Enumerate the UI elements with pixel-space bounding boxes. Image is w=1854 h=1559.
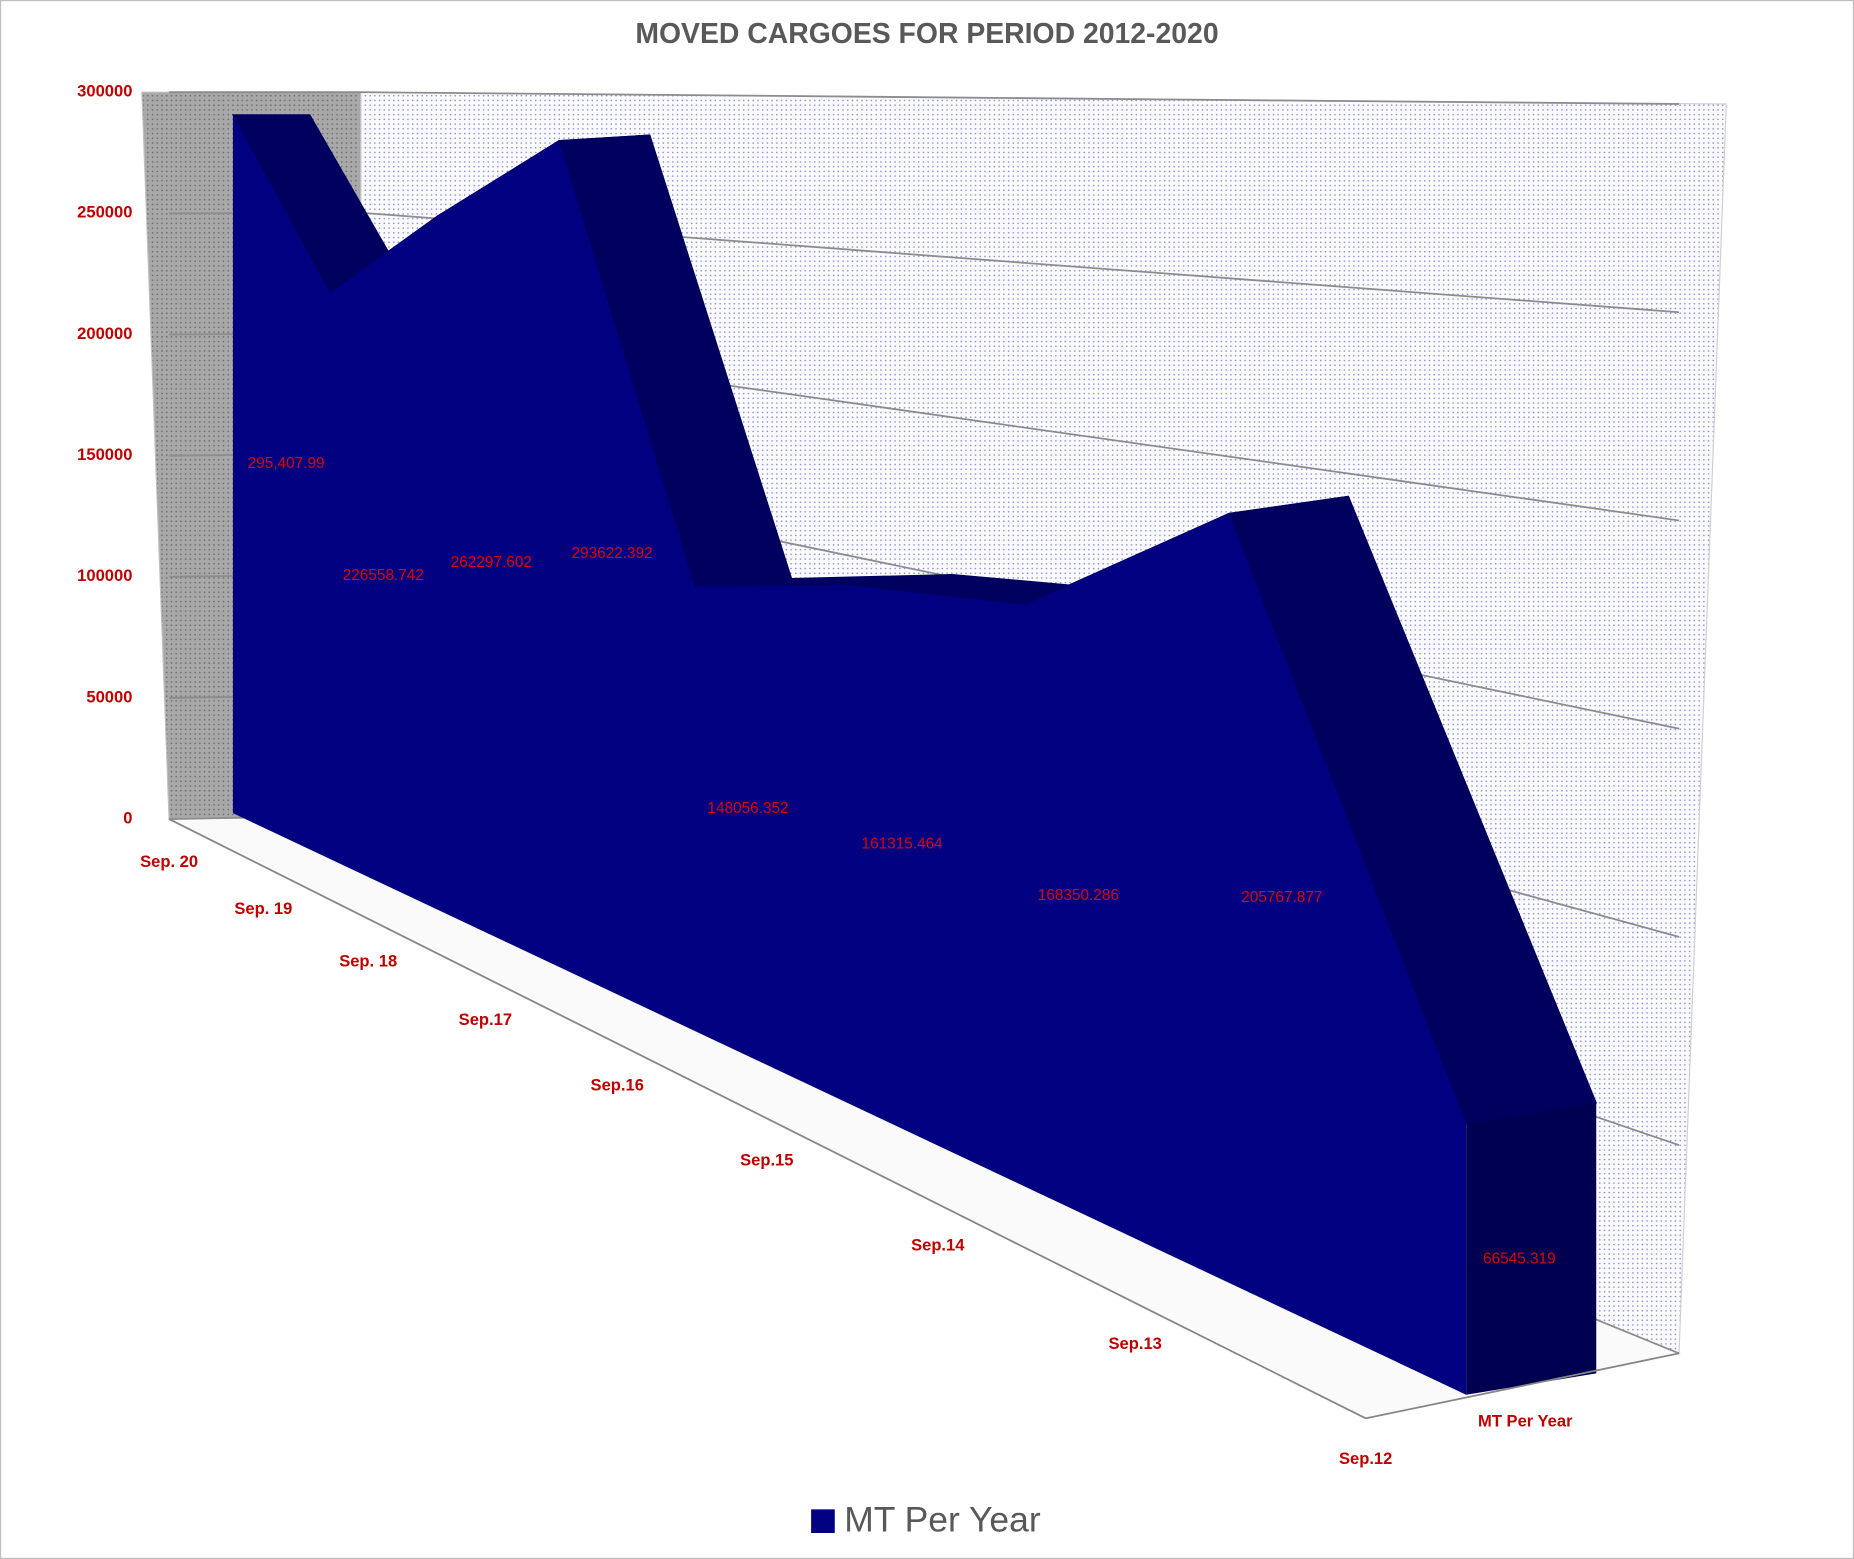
y-tick-label: 300000 [77,82,132,101]
y-tick-label: 250000 [77,203,132,222]
data-label: 168350.286 [1038,887,1119,904]
y-tick-label: 200000 [77,324,132,343]
x-tick-label: Sep.17 [459,1010,512,1029]
legend: MT Per Year [811,1500,1041,1540]
y-tick-label: 150000 [77,445,132,464]
x-tick-label: Sep. 20 [140,852,198,871]
data-label: 148056.352 [707,800,788,817]
x-tick-label: Sep. 18 [339,952,397,971]
legend-label: MT Per Year [844,1500,1041,1540]
area [232,114,1467,1395]
data-label: 205767.877 [1241,889,1322,906]
y-tick-label: 50000 [86,687,132,706]
data-label: 262297.602 [451,554,532,571]
y-tick-label: 0 [123,808,132,827]
legend-swatch [811,1509,835,1533]
x-axis [168,818,1367,1420]
grid-line [169,91,1680,105]
data-label: 226558.742 [343,567,424,584]
chart-title: MOVED CARGOES FOR PERIOD 2012-2020 [635,18,1218,50]
y-tick-label: 100000 [77,566,132,585]
x-tick-label: Sep. 19 [234,899,292,918]
data-label: 161315.464 [862,835,944,852]
x-tick-label: Sep.13 [1109,1334,1162,1353]
data-label: 295,407.99 [248,455,325,472]
data-label: 66545.319 [1483,1250,1556,1267]
data-label: 293622.392 [572,545,653,562]
x-tick-label: Sep.14 [911,1236,965,1255]
plot-area: 295,407.99 226558.742 262297.602 293622.392… [231,114,1598,1395]
depth-axis [1365,1352,1680,1420]
x-tick-label: Sep.12 [1339,1449,1392,1468]
x-tick-label: Sep.16 [591,1076,644,1095]
depth-axis-label: MT Per Year [1478,1411,1573,1430]
area-end-face [1466,1102,1597,1395]
x-tick-label: Sep.15 [740,1150,793,1169]
